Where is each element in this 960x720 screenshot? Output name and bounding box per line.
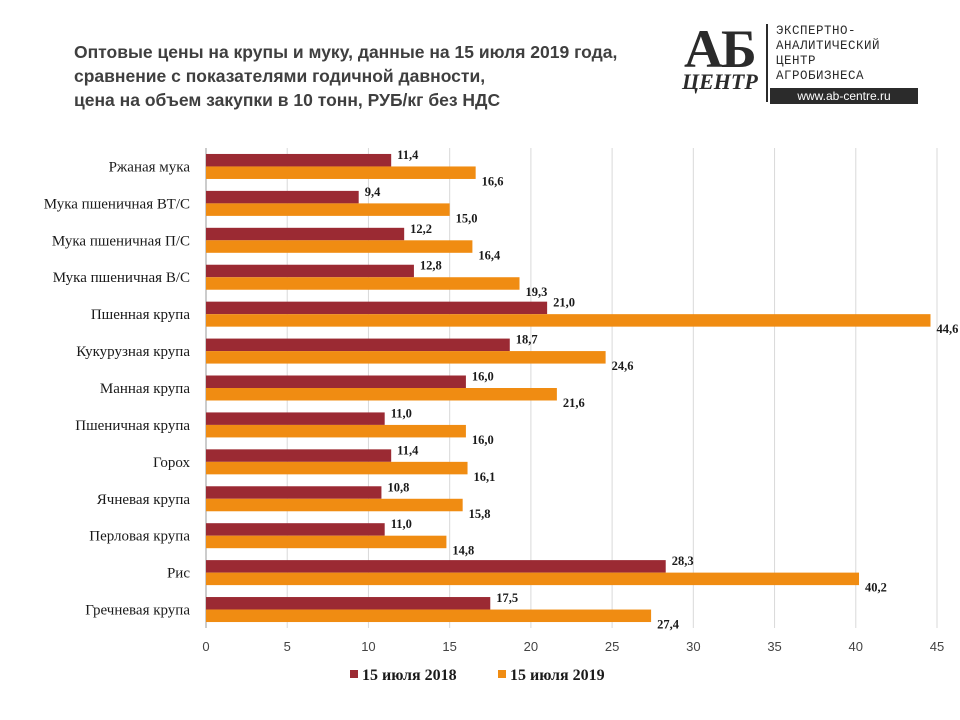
bar-2019 — [206, 351, 606, 364]
logo-url: www.ab-centre.ru — [770, 88, 918, 104]
bar-2018 — [206, 412, 385, 425]
data-label: 44,6 — [937, 322, 959, 336]
bar-2018 — [206, 227, 405, 241]
legend-swatch — [350, 670, 358, 678]
data-label: 21,0 — [553, 296, 575, 310]
category-label: Рис — [167, 566, 190, 582]
logo-line-2: АНАЛИТИЧЕСКИЙ — [776, 39, 881, 53]
x-tick-label: 20 — [524, 639, 538, 654]
category-label: Пшенная крупа — [91, 307, 191, 323]
data-label: 10,8 — [387, 480, 409, 494]
category-label: Мука пшеничная П/С — [52, 233, 190, 249]
bar-2019 — [206, 277, 520, 290]
data-label: 11,0 — [391, 406, 412, 420]
bar-2019 — [206, 424, 466, 438]
bar-2018 — [206, 190, 359, 204]
bar-2019 — [206, 498, 463, 512]
logo-sub: ЦЕНТР — [682, 69, 758, 94]
data-label: 21,6 — [563, 396, 585, 410]
data-label: 27,4 — [657, 618, 680, 632]
x-tick-label: 45 — [930, 639, 944, 654]
bar-2019 — [206, 388, 557, 401]
x-tick-label: 30 — [686, 639, 700, 654]
data-label: 15,8 — [469, 507, 491, 521]
legend-swatch — [498, 670, 506, 678]
bar-2018 — [206, 597, 491, 610]
category-label: Ржаная мука — [109, 159, 191, 175]
category-label: Ячневая крупа — [97, 492, 191, 508]
bar-2018 — [206, 486, 382, 499]
category-label: Перловая крупа — [89, 529, 190, 545]
bar-2018 — [206, 338, 510, 352]
x-tick-label: 35 — [767, 639, 781, 654]
logo-divider — [766, 24, 768, 102]
bar-2019 — [206, 240, 473, 253]
logo-line-1: ЭКСПЕРТНО- — [776, 24, 857, 38]
x-tick-label: 0 — [202, 639, 209, 654]
bar-2019 — [206, 535, 447, 549]
logo-line-4: АГРОБИЗНЕСА — [776, 69, 865, 83]
category-label: Гречневая крупа — [85, 603, 190, 619]
category-label: Кукурузная крупа — [76, 344, 190, 360]
bar-2019 — [206, 314, 931, 327]
data-label: 14,8 — [452, 544, 474, 558]
bar-2018 — [206, 523, 385, 536]
data-label: 16,1 — [474, 470, 496, 484]
bar-2018 — [206, 560, 666, 573]
data-label: 11,0 — [391, 517, 412, 531]
data-label: 11,4 — [397, 148, 419, 162]
bar-2019 — [206, 203, 450, 216]
legend-label: 15 июля 2019 — [510, 667, 605, 684]
title-line-2: сравнение с показателями годичной давнос… — [74, 66, 486, 86]
bar-2019 — [206, 461, 468, 475]
chart-title: Оптовые цены на крупы и муку, данные на … — [74, 40, 674, 112]
x-tick-label: 15 — [442, 639, 456, 654]
title-line-1: Оптовые цены на крупы и муку, данные на … — [74, 42, 618, 62]
category-label: Горох — [153, 455, 190, 471]
data-label: 24,6 — [612, 359, 634, 373]
category-label: Мука пшеничная ВТ/С — [44, 196, 190, 212]
bar-2019 — [206, 572, 860, 586]
bar-2018 — [206, 375, 466, 388]
legend-label: 15 июля 2018 — [362, 667, 457, 684]
data-label: 40,2 — [865, 581, 887, 595]
bar-2018 — [206, 449, 392, 462]
x-tick-label: 10 — [361, 639, 375, 654]
logo-mark: АБ — [684, 19, 757, 79]
bar-2018 — [206, 301, 548, 315]
category-label: Мука пшеничная В/С — [53, 270, 190, 286]
x-tick-label: 25 — [605, 639, 619, 654]
category-label: Пшеничная крупа — [75, 418, 190, 434]
ab-centre-logo: АБ ЦЕНТР ЭКСПЕРТНО- АНАЛИТИЧЕСКИЙ ЦЕНТР … — [680, 20, 930, 110]
data-label: 12,8 — [420, 259, 442, 273]
bar-2018 — [206, 153, 392, 167]
data-label: 16,0 — [472, 433, 494, 447]
data-label: 16,4 — [478, 248, 501, 262]
title-line-3: цена на объем закупки в 10 тонн, РУБ/кг … — [74, 90, 501, 110]
bar-2019 — [206, 166, 476, 179]
bar-2019 — [206, 609, 652, 623]
data-label: 18,7 — [516, 333, 538, 347]
category-label: Манная крупа — [100, 381, 190, 397]
x-tick-label: 40 — [849, 639, 863, 654]
data-label: 9,4 — [365, 185, 381, 199]
data-label: 16,0 — [472, 370, 494, 384]
data-label: 15,0 — [456, 211, 478, 225]
logo-line-3: ЦЕНТР — [776, 54, 817, 68]
bar-2018 — [206, 264, 414, 278]
data-label: 28,3 — [672, 554, 694, 568]
data-label: 11,4 — [397, 443, 419, 457]
x-tick-label: 5 — [284, 639, 291, 654]
data-label: 12,2 — [410, 222, 432, 236]
data-label: 19,3 — [526, 285, 548, 299]
data-label: 17,5 — [496, 591, 518, 605]
data-label: 16,6 — [482, 174, 504, 188]
